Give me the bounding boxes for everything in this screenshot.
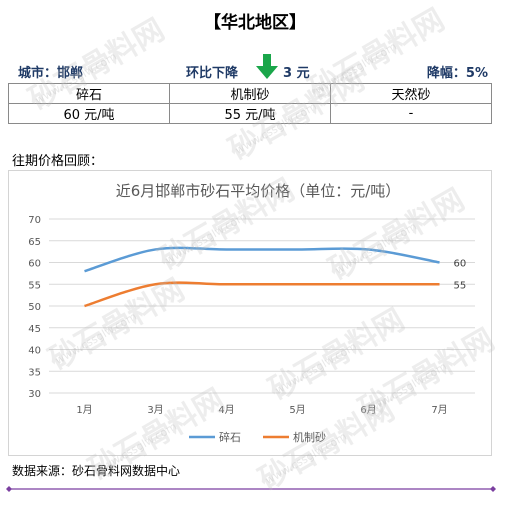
history-label: 往期价格回顾： — [12, 154, 104, 169]
header-machine-sand: 机制砂 — [169, 83, 331, 104]
region-title: 【华北地区】 — [204, 13, 306, 33]
y-tick-label: 50 — [28, 302, 41, 313]
x-tick-label: 7月 — [431, 404, 447, 416]
drop-rate: 降幅：5% — [426, 66, 488, 81]
price-change-row: 城市：邯郸 环比下降 3 元 降幅：5% — [18, 54, 488, 82]
value-natural-sand: - — [330, 103, 492, 124]
legend-label: 机制砂 — [293, 430, 326, 444]
y-tick-label: 65 — [28, 237, 41, 248]
divider-line — [6, 486, 496, 492]
city-label: 城市：邯郸 — [18, 66, 84, 81]
y-tick-label: 30 — [28, 389, 41, 400]
y-tick-label: 40 — [28, 346, 41, 357]
y-tick-label: 60 — [28, 259, 41, 270]
y-tick-label: 45 — [28, 324, 41, 335]
y-tick-label: 70 — [28, 215, 41, 226]
y-tick-label: 55 — [28, 280, 41, 291]
legend-label: 碎石 — [219, 430, 241, 444]
series-line-1 — [84, 281, 440, 308]
data-label: 55 — [454, 280, 467, 291]
line-chart: 近6月邯郸市砂石平均价格（单位：元/吨） 30 35 40 45 50 55 60 65 70 1月… — [28, 182, 475, 444]
price-table-value-row: 60 元/吨 55 元/吨 - — [8, 103, 492, 124]
price-table: 碎石 机制砂 天然砂 60 元/吨 55 元/吨 - — [8, 83, 492, 124]
header-natural-sand: 天然砂 — [330, 83, 492, 104]
data-source: 数据来源：砂石骨料网数据中心 — [12, 464, 181, 478]
down-arrow-icon — [256, 54, 278, 79]
x-tick-label: 5月 — [289, 404, 305, 416]
data-label: 60 — [454, 259, 467, 270]
price-table-header-row: 碎石 机制砂 天然砂 — [8, 83, 492, 104]
series-line-0 — [84, 246, 440, 273]
value-gravel: 60 元/吨 — [8, 103, 170, 124]
header-gravel: 碎石 — [8, 83, 170, 104]
x-tick-label: 1月 — [76, 404, 92, 416]
x-tick-label: 4月 — [218, 404, 234, 416]
x-tick-label: 6月 — [360, 404, 376, 416]
chart-title: 近6月邯郸市砂石平均价格（单位：元/吨） — [116, 182, 401, 200]
value-machine-sand: 55 元/吨 — [169, 103, 331, 124]
mom-value: 3 元 — [283, 66, 310, 81]
x-tick-label: 3月 — [147, 404, 163, 416]
chart-container: 近6月邯郸市砂石平均价格（单位：元/吨） 30 35 40 45 50 55 60 65 70 1月… — [8, 170, 492, 456]
mom-label: 环比下降 — [186, 66, 239, 81]
y-tick-label: 35 — [28, 367, 41, 378]
